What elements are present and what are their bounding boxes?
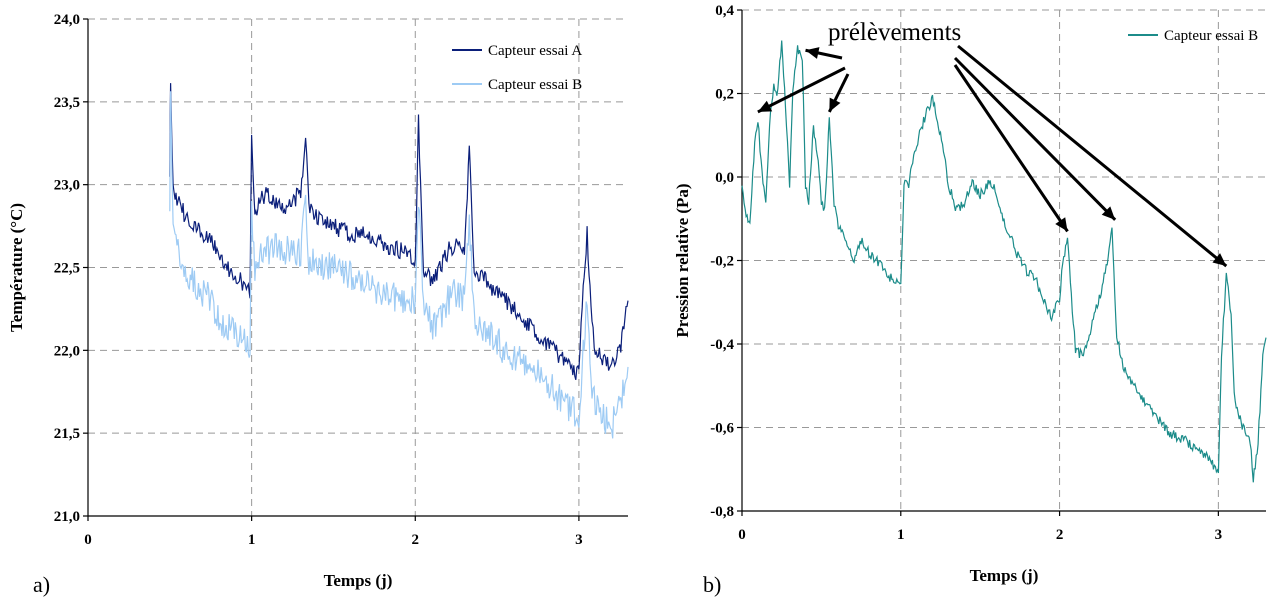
y-tick-label: 23,0 [54,178,80,194]
legend-entry: Capteur essai A [488,43,582,59]
x-tick-label: 2 [412,532,420,548]
y-tick-label: 21,0 [54,509,80,525]
annotation-arrow [953,56,1117,221]
annotation-text: prélèvements [828,19,961,46]
y-tick-label: 22,5 [54,261,80,277]
x-tick-label: 0 [738,527,746,543]
panel-label: a) [33,572,50,597]
legend-entry: Capteur essai B [488,77,582,93]
y-tick-label: 24,0 [54,12,80,28]
annotation-arrowhead [829,97,841,112]
chart-panel-a: 21,0 21,5 22,0 22,5 23,0 23,5 24,0 0 1 2 3 Capteur … [7,12,629,597]
annotation-arrowhead [1101,206,1116,220]
y-tick-label: 0,2 [715,87,734,103]
y-tick-label: -0,6 [710,421,734,437]
annotation-arrowhead [805,47,820,59]
chart-panel-b: -0,8 -0,6 -0,4 -0,2 0,0 0,2 0,4 0 1 2 3 Capteur ess… [673,3,1267,597]
y-tick-label: 22,0 [54,343,80,359]
annotation-arrow [957,44,1228,268]
annotation-arrowhead [1055,217,1068,232]
y-tick-label: -0,4 [710,337,734,353]
annotation-arrow [757,66,846,114]
y-tick-label: -0,2 [710,254,734,270]
x-axis-label: Temps (j) [324,571,393,590]
series-line-2 [169,91,629,439]
legend-entry: Capteur essai B [1164,28,1258,44]
panel-label: b) [703,572,721,597]
y-axis-label: Température (°C) [7,203,26,332]
annotation-arrowhead [757,100,773,112]
y-tick-label: -0,8 [710,504,734,520]
x-tick-label: 1 [897,527,905,543]
y-tick-label: 23,5 [54,95,80,111]
x-tick-label: 0 [84,532,92,548]
x-tick-label: 3 [575,532,583,548]
y-tick-label: 0,4 [715,3,734,19]
x-tick-label: 1 [248,532,256,548]
y-tick-label: 21,5 [54,426,80,442]
series-line-1 [741,40,1267,483]
series-line-1 [169,83,629,380]
y-axis-label: Pression relative (Pa) [673,183,692,337]
x-tick-label: 2 [1056,527,1064,543]
y-tick-label: 0,0 [715,170,734,186]
annotation-arrow [953,64,1069,233]
x-axis-label: Temps (j) [970,566,1039,585]
annotation-arrowhead [1212,253,1227,267]
x-tick-label: 3 [1215,527,1223,543]
